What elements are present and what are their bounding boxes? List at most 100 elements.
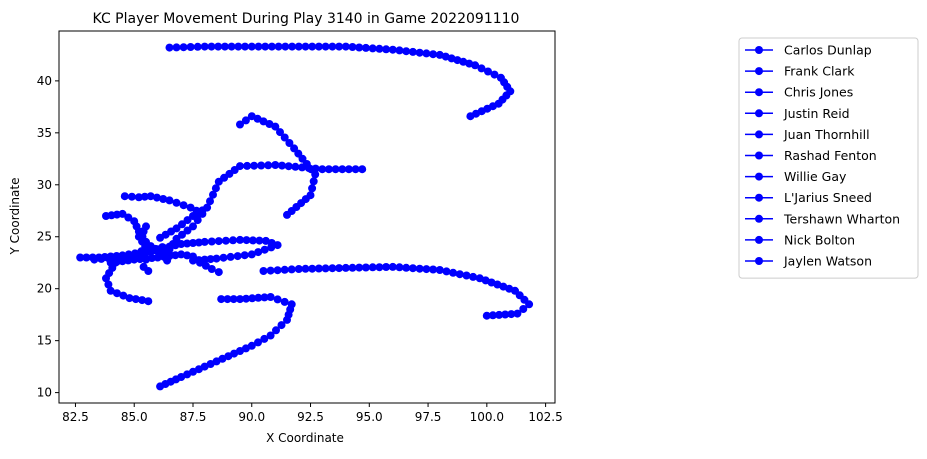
data-point [395,263,404,272]
data-point [156,233,165,242]
data-point [276,128,284,137]
data-point [209,190,217,199]
data-point [165,252,174,260]
data-point [177,240,186,248]
data-point [229,295,238,304]
data-point [247,250,256,259]
data-point [220,42,229,51]
data-point [248,294,257,303]
legend-item: Frank Clark [745,64,855,79]
data-point [248,236,257,245]
data-point [260,293,269,302]
data-point [278,161,286,170]
data-point [134,193,143,202]
data-point [501,310,510,319]
data-point [344,165,353,174]
series-line [263,266,531,317]
data-point [331,165,340,174]
x-axis-label: X Coordinate [266,431,344,445]
data-point [183,251,192,260]
data-point [273,241,282,250]
legend-marker [755,214,763,223]
data-point [207,265,216,273]
data-point [200,237,209,246]
data-point [118,252,127,261]
data-point [348,43,357,51]
data-point [229,236,237,245]
data-point [301,264,310,273]
data-point [178,230,186,239]
data-point [284,162,293,171]
legend-item: Tershawn Wharton [745,211,900,226]
x-tick-label: 95.0 [356,410,383,424]
data-point [341,42,350,51]
data-point [351,165,360,174]
data-point [177,250,186,259]
data-point [207,237,216,246]
data-point [214,268,223,277]
data-point [159,195,168,203]
data-point [488,311,497,320]
data-point [308,42,317,51]
data-point [214,177,223,186]
data-point [186,203,195,212]
data-point [207,42,216,51]
data-point [242,236,251,245]
data-point [469,272,478,281]
data-point [408,47,417,56]
data-point [260,334,269,343]
data-point [281,42,290,51]
data-point [118,209,127,218]
series-11 [90,222,153,275]
data-point [104,254,113,263]
series-2 [236,112,320,219]
data-point [144,267,153,275]
data-point [338,165,347,174]
data-point [254,248,263,257]
data-point [266,293,275,301]
data-point [223,295,232,304]
x-tick-label: 92.5 [297,410,324,424]
data-point [388,262,397,271]
legend-label: Carlos Dunlap [784,43,872,58]
data-point [273,295,282,304]
data-point [525,300,534,309]
data-point [206,197,214,206]
data-point [183,239,192,248]
data-point [227,42,236,51]
data-point [298,163,307,172]
data-point [309,177,318,186]
data-point [267,42,276,51]
data-point [189,239,197,247]
legend-label: Jaylen Watson [783,254,872,269]
data-point [455,270,464,279]
data-point [257,161,266,170]
data-point [513,309,522,318]
data-point [422,49,431,58]
data-point [261,42,270,51]
y-axis-label: Y Coordinate [8,178,22,256]
series-line [105,239,280,302]
data-point [324,165,333,174]
data-point [415,264,424,273]
data-point [214,42,223,51]
data-point [266,331,275,340]
legend-marker [755,193,763,202]
x-tick-label: 85.0 [121,410,148,424]
data-point [308,184,317,193]
series-6 [102,235,282,306]
data-point [76,253,85,262]
data-point [127,192,136,201]
data-point [119,291,128,300]
legend-label: Chris Jones [784,85,853,100]
series-5 [259,262,534,320]
data-point [146,192,155,201]
y-tick-label: 40 [37,74,52,88]
data-point [311,170,320,179]
data-point [273,266,282,275]
data-point [144,247,153,256]
legend-marker [755,257,763,265]
x-tick-label: 87.5 [180,410,207,424]
data-point [247,341,256,350]
data-point [165,43,174,52]
